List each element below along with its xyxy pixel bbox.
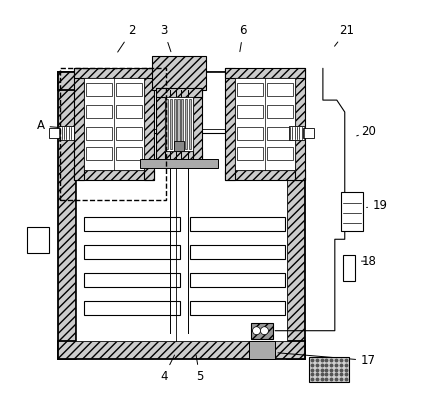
Bar xyxy=(74,68,84,180)
Text: 20: 20 xyxy=(357,125,376,138)
Bar xyxy=(251,323,273,339)
Bar xyxy=(181,99,183,149)
Bar xyxy=(27,227,49,253)
Bar xyxy=(268,105,293,118)
Bar xyxy=(237,105,263,118)
Bar xyxy=(257,72,305,90)
Circle shape xyxy=(253,327,260,335)
Bar xyxy=(225,68,235,180)
Bar xyxy=(235,78,295,170)
Bar xyxy=(174,99,176,149)
Bar xyxy=(86,147,112,160)
Bar xyxy=(170,99,172,149)
Bar xyxy=(76,72,287,341)
Bar xyxy=(190,217,285,231)
Bar xyxy=(84,217,180,231)
Bar xyxy=(174,141,183,151)
Bar xyxy=(225,170,305,180)
Bar xyxy=(170,72,231,90)
Bar xyxy=(86,83,112,96)
Bar xyxy=(74,170,154,180)
Bar xyxy=(295,68,305,180)
Bar xyxy=(74,68,154,78)
Bar xyxy=(190,273,285,287)
Bar xyxy=(156,151,202,160)
Bar xyxy=(341,192,363,231)
Bar xyxy=(237,147,263,160)
Bar xyxy=(49,128,60,138)
Bar xyxy=(189,99,191,149)
Text: 1: 1 xyxy=(29,233,36,246)
Bar xyxy=(117,105,142,118)
Bar xyxy=(117,147,142,160)
Bar xyxy=(237,83,263,96)
Bar xyxy=(140,159,218,168)
Bar xyxy=(144,68,154,180)
Bar xyxy=(193,88,202,160)
Bar xyxy=(58,126,74,140)
Bar xyxy=(156,88,202,97)
Bar xyxy=(237,127,263,140)
Bar xyxy=(58,72,76,359)
Text: 2: 2 xyxy=(118,24,136,52)
Text: A: A xyxy=(37,119,62,132)
Bar xyxy=(268,127,293,140)
Bar xyxy=(84,245,180,259)
Bar xyxy=(249,341,275,359)
Bar xyxy=(156,88,165,160)
Bar xyxy=(225,68,305,78)
Bar xyxy=(343,255,355,281)
Bar xyxy=(84,273,180,287)
Text: 3: 3 xyxy=(160,24,171,52)
Bar xyxy=(152,56,206,90)
Text: 4: 4 xyxy=(160,355,175,383)
Bar xyxy=(178,99,179,149)
Text: 21: 21 xyxy=(334,24,354,46)
Text: 19: 19 xyxy=(367,199,388,212)
Bar xyxy=(60,68,166,200)
Bar xyxy=(117,83,142,96)
Bar xyxy=(165,97,193,151)
Text: 6: 6 xyxy=(240,24,247,51)
Bar xyxy=(84,301,180,315)
Bar xyxy=(117,127,142,140)
Bar xyxy=(289,126,305,140)
Bar xyxy=(309,357,349,382)
Bar xyxy=(86,127,112,140)
Bar xyxy=(84,78,144,170)
Bar xyxy=(86,105,112,118)
Bar xyxy=(268,83,293,96)
Text: 17: 17 xyxy=(278,353,376,367)
Text: 18: 18 xyxy=(361,255,376,268)
Bar xyxy=(303,128,314,138)
Bar xyxy=(58,341,305,359)
Bar xyxy=(268,147,293,160)
Bar xyxy=(287,72,305,359)
Bar xyxy=(190,245,285,259)
Text: 5: 5 xyxy=(196,356,203,383)
Bar xyxy=(58,72,102,90)
Bar xyxy=(185,99,187,149)
Bar xyxy=(166,99,168,149)
Circle shape xyxy=(260,327,268,335)
Bar xyxy=(190,301,285,315)
